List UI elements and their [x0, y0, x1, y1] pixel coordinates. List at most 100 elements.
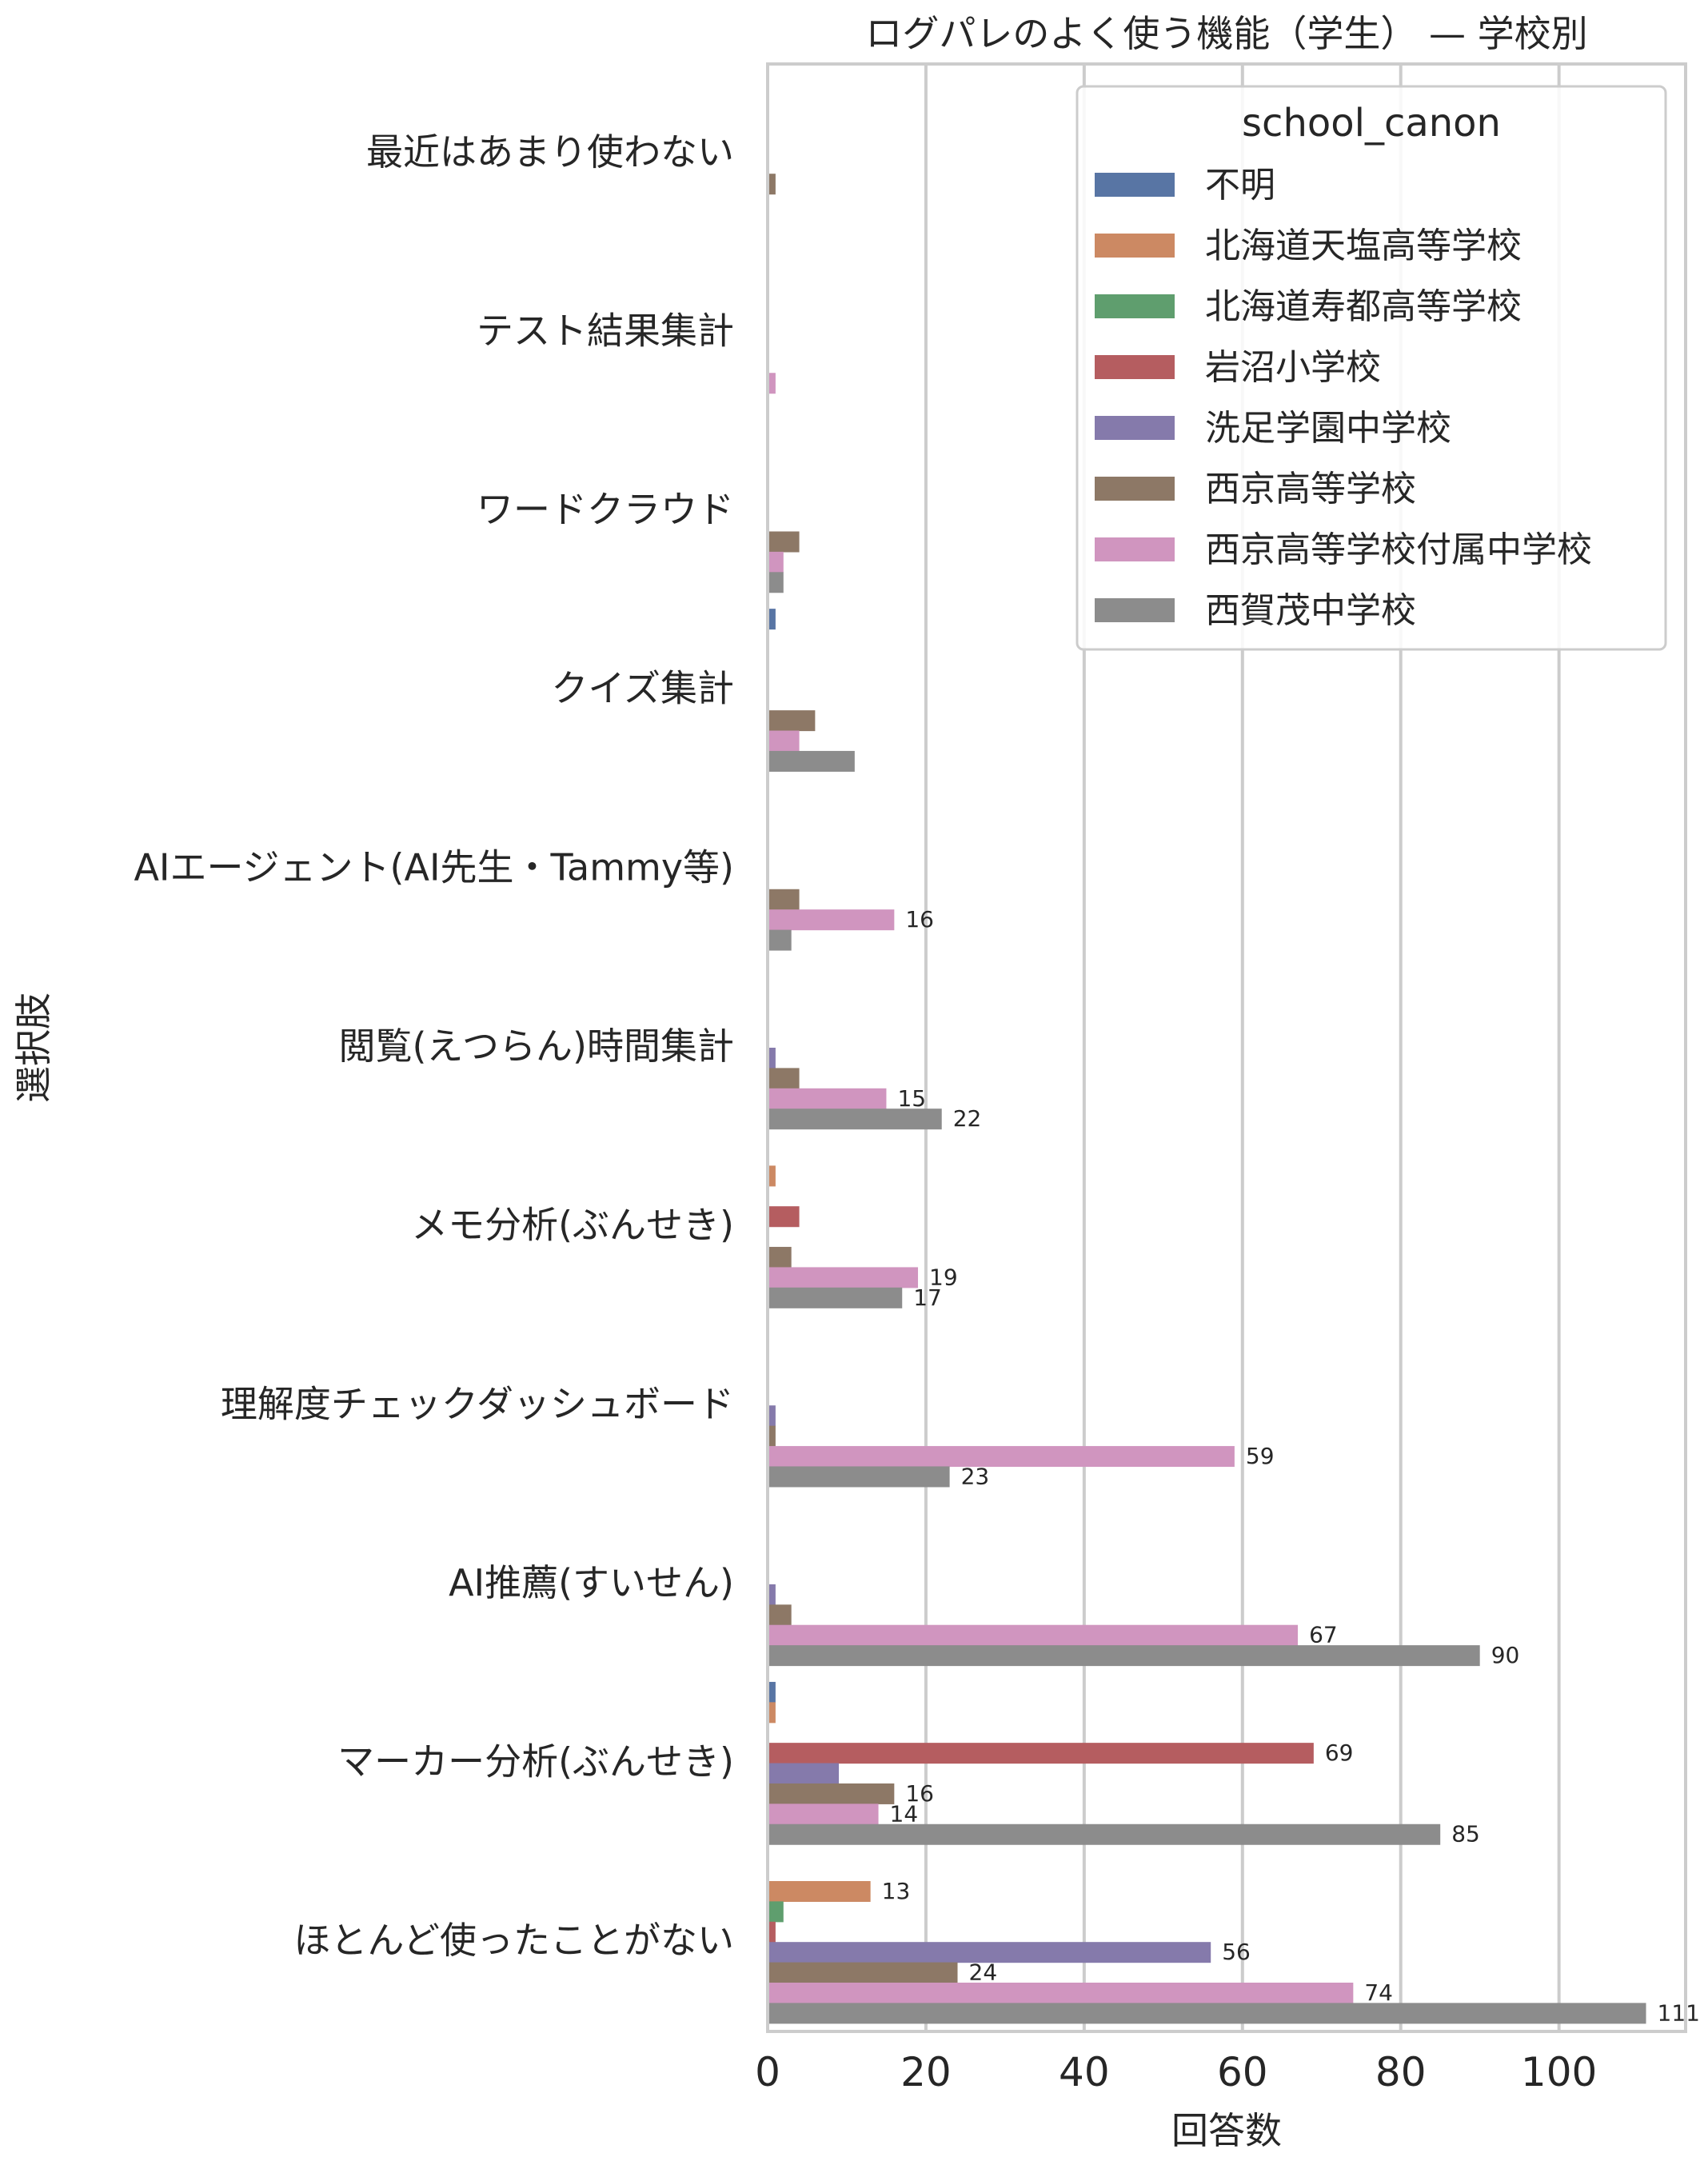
legend-label: 洗足学園中学校	[1205, 408, 1451, 449]
y-tick-label: AI推薦(すいせん)	[449, 1561, 734, 1604]
y-tick-label: 最近はあまり使わない	[366, 130, 734, 174]
legend-label: 北海道天塩高等学校	[1205, 226, 1522, 266]
y-tick-label: メモ分析(ぶんせき)	[411, 1204, 734, 1247]
bar	[768, 1405, 776, 1427]
x-tick-label: 40	[1059, 2049, 1110, 2095]
bar	[768, 1962, 958, 1983]
x-tick-label: 100	[1521, 2049, 1597, 2095]
bar	[768, 1446, 1235, 1468]
bar	[768, 1287, 903, 1308]
bar	[768, 1206, 800, 1228]
bar	[768, 1425, 776, 1447]
bar	[768, 2003, 1646, 2024]
y-tick-label: テスト結果集計	[477, 309, 734, 352]
bar	[768, 1880, 871, 1902]
data-label: 16	[905, 906, 934, 933]
bar	[768, 1088, 887, 1109]
bars	[768, 174, 1646, 2024]
data-label: 111	[1658, 1999, 1700, 2026]
legend-swatch	[1095, 173, 1175, 197]
data-label: 23	[961, 1463, 990, 1489]
bar	[768, 1247, 792, 1268]
bar	[768, 1783, 895, 1804]
x-tick-label: 20	[900, 2049, 952, 2095]
data-label: 67	[1309, 1622, 1338, 1648]
bar	[768, 1804, 879, 1825]
bar	[768, 373, 776, 394]
legend-swatch	[1095, 477, 1175, 501]
x-tick-label: 80	[1375, 2049, 1427, 2095]
data-label: 56	[1222, 1939, 1251, 1965]
data-label: 13	[882, 1878, 911, 1904]
y-tick-label: 閲覧(えつらん)時間集計	[338, 1025, 734, 1068]
y-tick-label: ワードクラウド	[477, 488, 734, 531]
y-tick-label: AIエージェント(AI先生・Tammy等)	[134, 845, 734, 889]
chart-title: ログパレのよく使う機能（学生） — 学校別	[865, 12, 1587, 55]
data-label: 14	[890, 1800, 919, 1827]
bar	[768, 1743, 1314, 1764]
bar	[768, 1982, 1354, 2003]
bar	[768, 1823, 1441, 1845]
x-tick-labels: 0 20 40 60 80 100	[755, 2049, 1597, 2095]
bar	[768, 609, 776, 630]
y-tick-label: クイズ集計	[551, 667, 734, 710]
bar	[768, 1702, 776, 1724]
bar	[768, 909, 895, 931]
bar	[768, 1165, 776, 1187]
legend-label: 岩沼小学校	[1205, 347, 1381, 388]
data-label: 15	[897, 1085, 926, 1112]
legend-swatch	[1095, 234, 1175, 258]
legend: school_canon 不明北海道天塩高等学校北海道寿都高等学校岩沼小学校洗足…	[1075, 85, 1667, 651]
bar	[768, 1763, 840, 1784]
y-tick-label: ほとんど使ったことがない	[293, 1919, 734, 1962]
data-labels: 13 69 56 16 24 16 15 19 59 67 14 74 22 17 23 90 85 111	[882, 906, 1700, 2026]
bar	[768, 1267, 919, 1288]
legend-swatch	[1095, 598, 1175, 622]
bar	[768, 889, 800, 910]
bar	[768, 1901, 784, 1923]
y-tick-label: 理解度チェックダッシュボード	[221, 1382, 734, 1425]
bar	[768, 730, 800, 752]
y-axis-label: 選択肢	[12, 993, 55, 1103]
plot-frame	[766, 62, 1687, 2033]
legend-swatch	[1095, 355, 1175, 379]
x-tick-label: 60	[1217, 2049, 1268, 2095]
legend-box	[1075, 85, 1667, 651]
data-label: 24	[969, 1959, 998, 1986]
bar	[768, 1048, 776, 1069]
bar	[768, 174, 776, 195]
data-label: 22	[953, 1105, 982, 1132]
legend-label: 西賀茂中学校	[1205, 590, 1416, 631]
legend-items: 不明北海道天塩高等学校北海道寿都高等学校岩沼小学校洗足学園中学校西京高等学校西京…	[1095, 165, 1592, 631]
legend-title: school_canon	[1242, 101, 1501, 146]
bar	[768, 929, 792, 951]
bar	[768, 1108, 942, 1130]
bar	[768, 572, 784, 593]
bar	[768, 1921, 776, 1943]
bar	[768, 710, 816, 732]
data-label: 85	[1451, 1821, 1480, 1847]
bar	[768, 750, 855, 772]
bar	[768, 1942, 1211, 1963]
bar	[768, 1584, 776, 1605]
data-label: 19	[929, 1264, 958, 1290]
legend-label: 北海道寿都高等学校	[1205, 286, 1522, 327]
data-label: 16	[905, 1780, 934, 1807]
bar	[768, 531, 800, 553]
bar	[768, 1068, 800, 1089]
x-axis-label: 回答数	[1171, 2109, 1282, 2152]
bar	[768, 1681, 776, 1703]
data-label: 90	[1491, 1642, 1520, 1668]
bar	[768, 1624, 1299, 1646]
legend-swatch	[1095, 294, 1175, 318]
data-label: 69	[1325, 1740, 1354, 1766]
legend-swatch	[1095, 537, 1175, 561]
x-tick-label: 0	[755, 2049, 780, 2095]
y-tick-label: マーカー分析(ぶんせき)	[337, 1740, 734, 1784]
data-label: 59	[1246, 1443, 1275, 1469]
legend-swatch	[1095, 416, 1175, 440]
legend-label: 西京高等学校	[1205, 469, 1416, 509]
bar	[768, 1645, 1480, 1667]
